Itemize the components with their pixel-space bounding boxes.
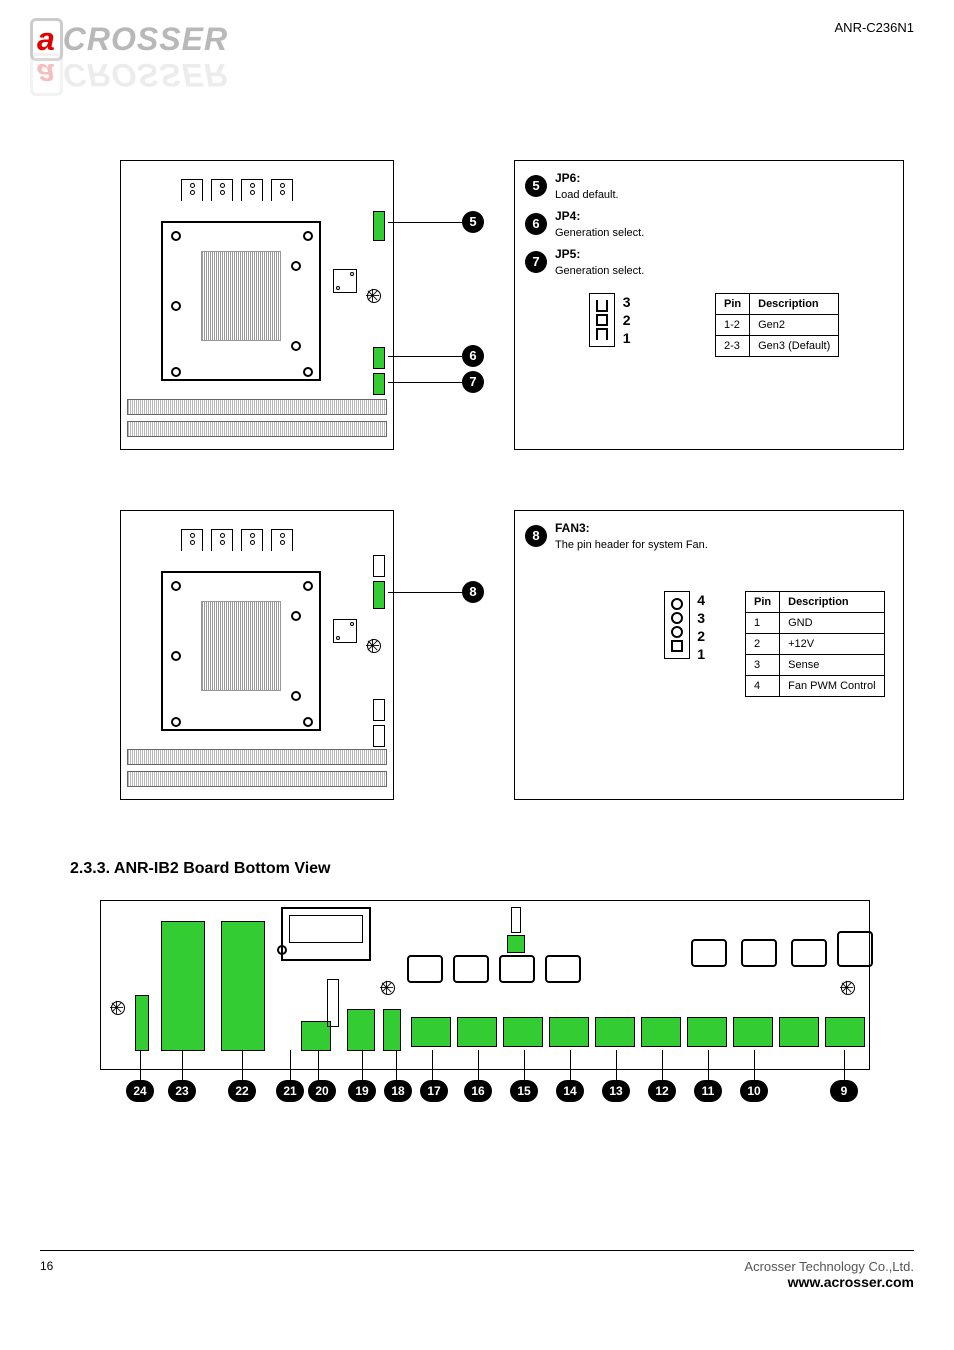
sfp-module-icon — [457, 1017, 497, 1047]
rear-board-diagram — [100, 900, 870, 1070]
table-header: Description — [750, 294, 839, 315]
pin-table: Pin Description 1-2 Gen2 2-3 Gen3 (Defau… — [715, 293, 839, 357]
table-row: 3Sense — [746, 655, 885, 676]
rj-jack-icon — [241, 179, 263, 201]
callout-badge: 9 — [830, 1080, 858, 1102]
company-url: www.acrosser.com — [744, 1274, 914, 1290]
fan-header-highlight-icon — [373, 581, 385, 609]
callout-badge: 11 — [694, 1080, 722, 1102]
callout-badge: 24 — [126, 1080, 154, 1102]
jumper-info-box: 5 JP6: Load default. 6 JP4: Generation s… — [514, 160, 904, 450]
callout-badge: 8 — [462, 581, 484, 603]
jumper-name: JP6: — [555, 171, 619, 185]
jumper-item: 6 JP4: Generation select. — [525, 209, 893, 239]
jumper-desc: Generation select. — [555, 227, 644, 239]
callout-badge: 16 — [464, 1080, 492, 1102]
table-row: 2+12V — [746, 634, 885, 655]
table-header: Description — [780, 592, 884, 613]
callout-badge: 23 — [168, 1080, 196, 1102]
logo-rest: CROSSER — [63, 21, 228, 57]
callout-badge: 17 — [420, 1080, 448, 1102]
fan-info-box: 8 FAN3: The pin header for system Fan. 4… — [514, 510, 904, 800]
dimm-slot-icon — [127, 399, 387, 415]
sfp-module-icon — [687, 1017, 727, 1047]
sfp-module-icon — [779, 1017, 819, 1047]
fan-desc: The pin header for system Fan. — [555, 539, 708, 551]
sun-icon — [367, 289, 381, 303]
callout-badge: 15 — [510, 1080, 538, 1102]
pin-diagram: 4 3 2 1 — [525, 591, 725, 663]
item-badge: 5 — [525, 175, 547, 197]
port-slot-icon — [499, 955, 535, 983]
port-slot-icon — [837, 931, 873, 967]
jumper-name: JP5: — [555, 247, 644, 261]
jumper-highlight-icon — [373, 347, 385, 369]
rj-jack-icon — [211, 179, 233, 201]
sfp-module-icon — [411, 1017, 451, 1047]
port-slot-icon — [741, 939, 777, 967]
table-row: 2-3 Gen3 (Default) — [716, 336, 839, 357]
callout-badge: 19 — [348, 1080, 376, 1102]
dimm-slot-icon — [127, 421, 387, 437]
table-row: 1GND — [746, 613, 885, 634]
table-header: Pin — [746, 592, 780, 613]
callout-badge: 14 — [556, 1080, 584, 1102]
sfp-module-icon — [503, 1017, 543, 1047]
sun-icon — [111, 1001, 125, 1015]
section-title: 2.3.3. ANR-IB2 Board Bottom View — [70, 860, 331, 878]
jumper-desc: Load default. — [555, 189, 619, 201]
callout-badge: 13 — [602, 1080, 630, 1102]
callout-badge: 6 — [462, 345, 484, 367]
jumper-highlight-icon — [373, 373, 385, 395]
sfp-module-icon — [825, 1017, 865, 1047]
rj-jack-icon — [181, 179, 203, 201]
jumper-item: 5 JP6: Load default. — [525, 171, 893, 201]
pin-diagram: 3 2 1 — [525, 293, 695, 350]
jumper-name: JP4: — [555, 209, 644, 223]
board-diagram-2 — [120, 510, 394, 800]
brand-logo: aCROSSER aCROSSER — [30, 18, 290, 96]
port-slot-icon — [791, 939, 827, 967]
table-row: 4Fan PWM Control — [746, 676, 885, 697]
item-badge: 6 — [525, 213, 547, 235]
jumper-highlight-icon — [373, 211, 385, 241]
callout-badge: 22 — [228, 1080, 256, 1102]
lcd-icon — [281, 907, 371, 961]
pin-table: Pin Description 1GND 2+12V 3Sense 4Fan P… — [745, 591, 885, 697]
jumper-item: 7 JP5: Generation select. — [525, 247, 893, 277]
fan-name: FAN3: — [555, 521, 708, 535]
callout-badge: 21 — [276, 1080, 304, 1102]
page-number: 16 — [40, 1259, 53, 1290]
page-footer: 16 Acrosser Technology Co.,Ltd. www.acro… — [40, 1250, 914, 1290]
fan-item: 8 FAN3: The pin header for system Fan. — [525, 521, 893, 551]
sfp-module-icon — [641, 1017, 681, 1047]
rj-jack-icon — [271, 179, 293, 201]
sfp-module-icon — [733, 1017, 773, 1047]
callout-badge: 7 — [462, 371, 484, 393]
jumper-desc: Generation select. — [555, 265, 644, 277]
model-number: ANR-C236N1 — [835, 20, 914, 35]
sfp-module-icon — [549, 1017, 589, 1047]
callout-badge: 10 — [740, 1080, 768, 1102]
table-row: 1-2 Gen2 — [716, 315, 839, 336]
callout-badge: 18 — [384, 1080, 412, 1102]
board-diagram-1 — [120, 160, 394, 450]
company-name: Acrosser Technology Co.,Ltd. — [744, 1259, 914, 1274]
port-slot-icon — [691, 939, 727, 967]
callout-badge: 5 — [462, 211, 484, 233]
table-header: Pin — [716, 294, 750, 315]
sfp-module-icon — [595, 1017, 635, 1047]
port-slot-icon — [453, 955, 489, 983]
callout-badge: 12 — [648, 1080, 676, 1102]
callout-badge: 20 — [308, 1080, 336, 1102]
port-slot-icon — [407, 955, 443, 983]
item-badge: 8 — [525, 525, 547, 547]
item-badge: 7 — [525, 251, 547, 273]
port-slot-icon — [545, 955, 581, 983]
rear-callouts: 24 23 22 21 20 19 18 17 16 15 14 13 12 1… — [100, 1050, 870, 1120]
